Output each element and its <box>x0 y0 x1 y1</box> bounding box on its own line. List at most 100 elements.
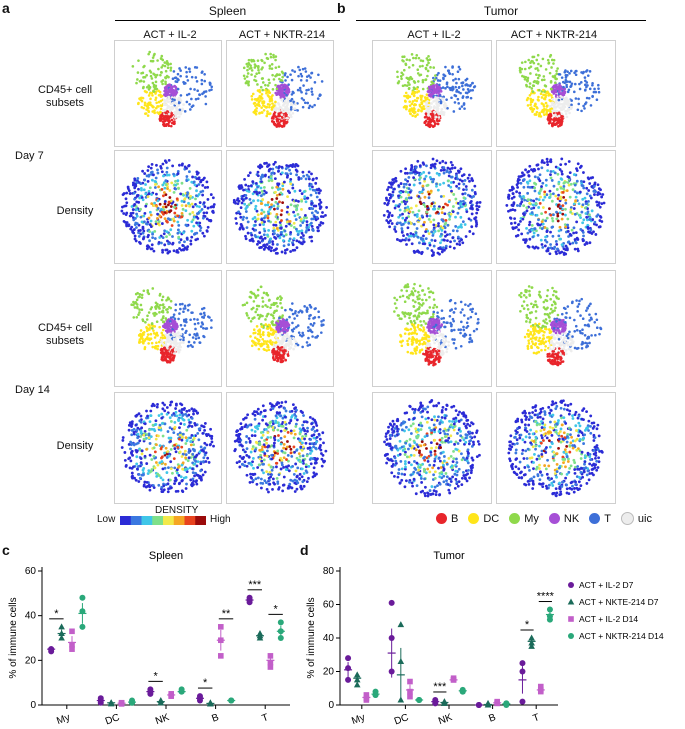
density-colorbar <box>120 516 206 525</box>
data-point <box>397 621 405 628</box>
legend-marker <box>568 633 574 639</box>
cluster-legend-item-nk: NK <box>548 512 579 525</box>
y-axis-label: % of immune cells <box>8 597 19 678</box>
cluster-legend-item-t: T <box>589 512 611 525</box>
significance-label: **** <box>537 591 555 603</box>
colorbar-stop <box>152 516 164 525</box>
x-tick-label: My <box>350 712 366 727</box>
spleen-header: Spleen <box>208 4 247 18</box>
significance-label: * <box>273 603 278 615</box>
legend-label: ACT + IL-2 D14 <box>579 614 638 624</box>
y-tick-label: 0 <box>30 700 36 711</box>
data-point <box>353 671 361 678</box>
data-point <box>58 623 65 630</box>
y-tick-label: 60 <box>323 600 335 611</box>
data-point <box>107 700 115 707</box>
cluster-legend-item-my: My <box>509 512 539 525</box>
x-tick-label: My <box>55 712 71 727</box>
row-label-subsets-d14: CD45+ cell subsets <box>37 322 93 347</box>
row-label-density-d14: Density <box>56 440 94 452</box>
x-tick-label: NK <box>437 712 454 727</box>
colorbar-stop <box>195 516 206 525</box>
legend-label: ACT + IL-2 D7 <box>579 580 634 590</box>
legend-marker <box>567 598 575 605</box>
data-point <box>546 606 553 613</box>
data-point <box>97 695 104 702</box>
data-point <box>519 698 526 705</box>
spleen-nktr-d14-density <box>226 392 334 504</box>
spleen-header-rule <box>115 20 340 21</box>
data-point <box>363 692 370 698</box>
tumor-il2-d7-subsets <box>372 40 492 147</box>
tumor-nktr-d7-subsets <box>496 40 616 147</box>
data-point <box>69 646 75 652</box>
colorbar-stop <box>141 516 153 525</box>
x-tick-label: DC <box>104 712 121 727</box>
cluster-legend-swatch <box>509 513 521 524</box>
chart-title: Spleen <box>149 550 183 562</box>
y-tick-label: 20 <box>323 667 335 678</box>
data-point <box>388 599 395 606</box>
data-point <box>277 635 284 641</box>
data-point <box>546 616 553 623</box>
data-point <box>519 660 526 667</box>
legend-marker <box>568 616 574 622</box>
x-tick-label: T <box>260 712 270 724</box>
panel-a-label: a <box>2 0 10 16</box>
y-tick-label: 40 <box>25 611 37 622</box>
density-legend-title: DENSITY <box>155 505 199 516</box>
panel-d-label: d <box>300 542 309 558</box>
data-point <box>168 693 175 699</box>
data-point <box>267 664 274 670</box>
data-point <box>97 699 104 706</box>
panel-b-label: b <box>337 0 346 16</box>
data-point <box>345 655 352 662</box>
data-point <box>459 688 466 695</box>
cluster-legend-label: uic <box>637 512 652 525</box>
data-point <box>246 594 253 601</box>
data-point <box>246 599 253 606</box>
data-point <box>147 686 154 693</box>
data-point <box>363 697 370 703</box>
tumor-il2-d14-subsets <box>372 270 492 387</box>
data-point <box>503 702 510 708</box>
tumor-header: Tumor <box>483 4 519 18</box>
y-tick-label: 60 <box>25 566 37 577</box>
data-point <box>79 623 86 630</box>
significance-label: *** <box>248 579 262 591</box>
data-point <box>207 699 214 706</box>
cluster-legend-swatch <box>589 513 601 524</box>
row-label-day7: Day 7 <box>15 150 44 162</box>
significance-label: * <box>54 608 59 620</box>
spleen-cond-il2: ACT + IL-2 <box>143 29 197 41</box>
chart-title: Tumor <box>433 550 465 562</box>
y-tick-label: 80 <box>323 566 335 577</box>
y-tick-label: 0 <box>328 700 334 711</box>
spleen-nktr-d14-subsets <box>226 270 334 387</box>
data-point <box>69 628 75 635</box>
legend-label: ACT + NKTE-214 D7 <box>579 597 659 607</box>
data-point <box>79 594 86 601</box>
colorbar-stop <box>120 516 132 525</box>
data-point <box>353 681 361 688</box>
cluster-legend-label: My <box>524 512 539 525</box>
tumor-chart: Tumor 0 20 40 60 80 % of immune cells My DC NK B T *… <box>306 550 664 727</box>
spleen-il2-d14-subsets <box>114 270 222 387</box>
spleen-il2-d14-density <box>114 392 222 504</box>
tumor-cond-nktr: ACT + NKTR-214 <box>510 29 598 41</box>
data-point <box>528 634 535 641</box>
data-point <box>147 690 154 697</box>
cluster-legend-swatch <box>436 513 447 524</box>
density-legend-high: High <box>210 514 231 525</box>
tumor-il2-d7-density <box>372 150 492 264</box>
cluster-legend-label: T <box>604 512 611 525</box>
colorbar-stop <box>173 516 185 525</box>
data-point <box>407 678 413 685</box>
colorbar-stop <box>130 516 142 525</box>
cluster-legend-label: B <box>451 512 459 525</box>
cluster-legend-item-b: B <box>436 512 458 525</box>
data-point <box>196 697 203 704</box>
significance-label: * <box>525 619 530 631</box>
legend-label: ACT + NKTR-214 D14 <box>579 631 664 641</box>
tumor-nktr-d14-subsets <box>496 270 616 387</box>
